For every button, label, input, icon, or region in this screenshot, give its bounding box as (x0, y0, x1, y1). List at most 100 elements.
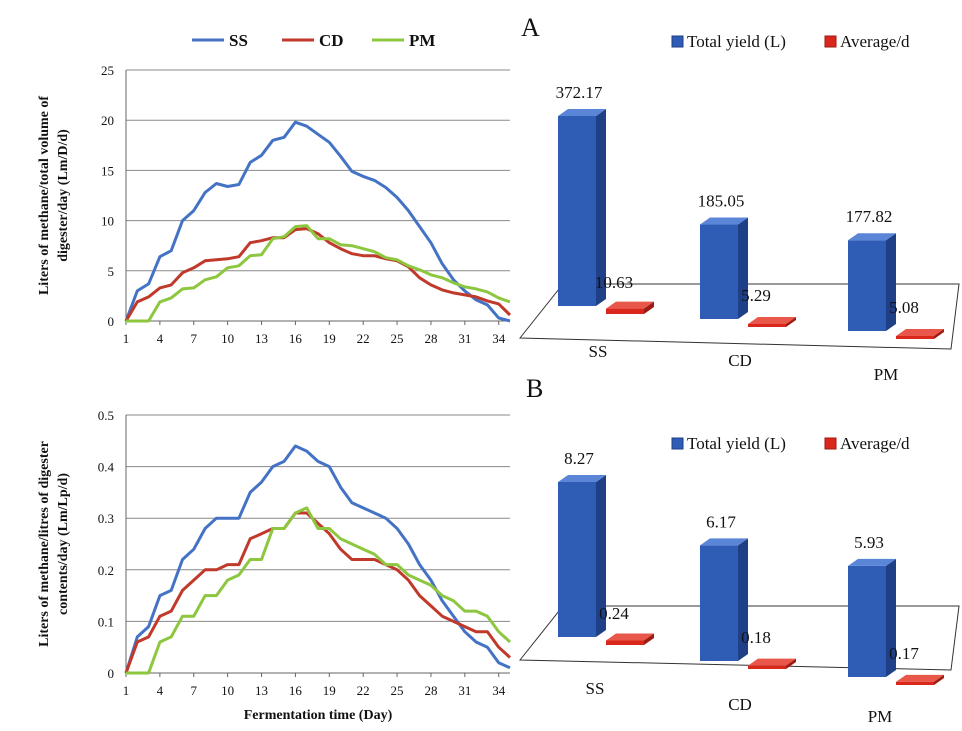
bar-total-side (886, 233, 896, 331)
y-tick-label: 0.3 (98, 511, 114, 526)
legend-average-label: Average/d (840, 32, 910, 51)
bar-average-value: 0.18 (741, 628, 771, 647)
category-label: PM (868, 707, 893, 726)
x-tick-label: 16 (289, 683, 303, 698)
x-tick-label: 1 (123, 331, 130, 346)
x-tick-label: 34 (492, 331, 506, 346)
bar-average-top (896, 674, 944, 682)
x-tick-label: 31 (458, 331, 471, 346)
y-tick-label: 20 (101, 113, 114, 128)
bar-total-front (700, 224, 738, 319)
series-line-pm (126, 224, 511, 323)
x-tick-label: 22 (357, 331, 370, 346)
bar-total-front (848, 565, 886, 677)
y-tick-label: 25 (101, 63, 114, 78)
bar-average-top (748, 658, 796, 666)
bar-average-front (606, 308, 644, 314)
y-axis-title: Liters of methane/litres of digester cont… (37, 441, 71, 647)
x-tick-label: 28 (424, 331, 437, 346)
bar-average-front (748, 324, 786, 327)
legend-ss-label: SS (229, 31, 248, 50)
x-tick-label: 19 (323, 331, 336, 346)
bar-total-top (558, 109, 606, 116)
bar-average-top (606, 301, 654, 309)
bar-total-side (738, 217, 748, 319)
bar-average-side (644, 633, 654, 645)
y-axis-title-line: Liters of methane/total volume of (37, 96, 52, 295)
bar-average-front (896, 681, 934, 685)
x-tick-label: 7 (191, 331, 198, 346)
bar-total-value: 177.82 (846, 207, 893, 226)
legend-pm-label: PM (409, 31, 435, 50)
panel-label-a: A (521, 13, 540, 42)
x-tick-label: 1 (123, 683, 130, 698)
y-axis-title: Liters of methane/total volume of digeste… (37, 96, 71, 295)
bar-legend: Total yield (L) Average/d (671, 434, 910, 453)
bar-average-top (606, 633, 654, 641)
x-tick-label: 19 (323, 683, 336, 698)
x-tick-label: 28 (424, 683, 437, 698)
bar-average-side (786, 658, 796, 669)
legend-cd-label: CD (319, 31, 344, 50)
bar-total-value: 6.17 (706, 512, 736, 531)
bar-chart-bottom: 8.27 0.24 SS 6.17 0.18 CD 5.93 0.17 PM Total yiel… (518, 434, 960, 726)
bar-average-side (934, 329, 944, 339)
x-tick-label: 13 (255, 331, 268, 346)
x-tick-label: 16 (289, 331, 303, 346)
legend-average-label: Average/d (840, 434, 910, 453)
bar-total-side (596, 109, 606, 306)
legend-total-label: Total yield (L) (687, 434, 786, 453)
x-tick-label: 10 (221, 331, 234, 346)
bar-total-top (700, 217, 748, 225)
bar-total-front (848, 240, 886, 331)
series-line-pm (126, 506, 512, 675)
bar-total-front (558, 482, 596, 637)
y-tick-label: 0.5 (98, 408, 114, 423)
legend-average-swatch (824, 437, 837, 450)
bar-total-top (848, 558, 896, 566)
x-tick-label: 10 (221, 683, 234, 698)
y-axis-title-line: digester/day (Lm/D/d) (56, 129, 71, 262)
series-line-ss (124, 120, 511, 323)
bar-total-side (596, 475, 606, 637)
bar-average-side (786, 317, 796, 327)
x-tick-label: 13 (255, 683, 268, 698)
series-line-cd (124, 511, 512, 674)
category-label: SS (586, 679, 605, 698)
x-tick-label: 31 (458, 683, 471, 698)
line-chart-top: 0 5 10 15 20 25 1 4 7 10 13 16 19 22 25 28 31 34 Liters of… (37, 63, 512, 346)
category-label: SS (589, 342, 608, 361)
line-legend: SS CD PM (192, 31, 435, 50)
bar-total-top (558, 475, 606, 482)
y-tick-label: 10 (101, 214, 114, 229)
line-chart-bottom: 0 0.1 0.2 0.3 0.4 0.5 1 4 7 10 13 16 19 22 25 28 31 34 Lit… (37, 408, 512, 723)
series-line-ss (124, 444, 511, 674)
bar-average-front (748, 665, 786, 669)
x-tick-label: 25 (391, 683, 404, 698)
bar-average-side (644, 301, 654, 314)
panel-label-b: B (526, 374, 543, 403)
bar-total-top (700, 538, 748, 546)
legend-total-swatch (671, 437, 684, 450)
bar-total-value: 5.93 (854, 533, 884, 552)
x-tick-label: 22 (357, 683, 370, 698)
bar-average-value: 0.17 (889, 644, 919, 663)
bar-group-ss: 372.17 10.63 SS (556, 83, 654, 361)
bar-average-value: 10.63 (595, 273, 633, 292)
y-tick-label: 0.1 (98, 614, 114, 629)
bar-average-side (934, 674, 944, 685)
category-label: CD (728, 351, 752, 370)
bar-legend: Total yield (L) Average/d (671, 32, 910, 51)
bar-average-front (896, 336, 934, 339)
bar-total-top (848, 233, 896, 241)
y-tick-label: 15 (101, 163, 114, 178)
bar-average-top (748, 317, 796, 324)
bar-group-cd: 6.17 0.18 CD (700, 512, 796, 714)
bar-group-pm: 5.93 0.17 PM (848, 533, 944, 726)
legend-total-label: Total yield (L) (687, 32, 786, 51)
bar-average-top (896, 329, 944, 336)
x-axis-title: Fermentation time (Day) (244, 708, 393, 723)
bar-average-value: 5.29 (741, 286, 771, 305)
x-tick-label: 4 (157, 331, 164, 346)
